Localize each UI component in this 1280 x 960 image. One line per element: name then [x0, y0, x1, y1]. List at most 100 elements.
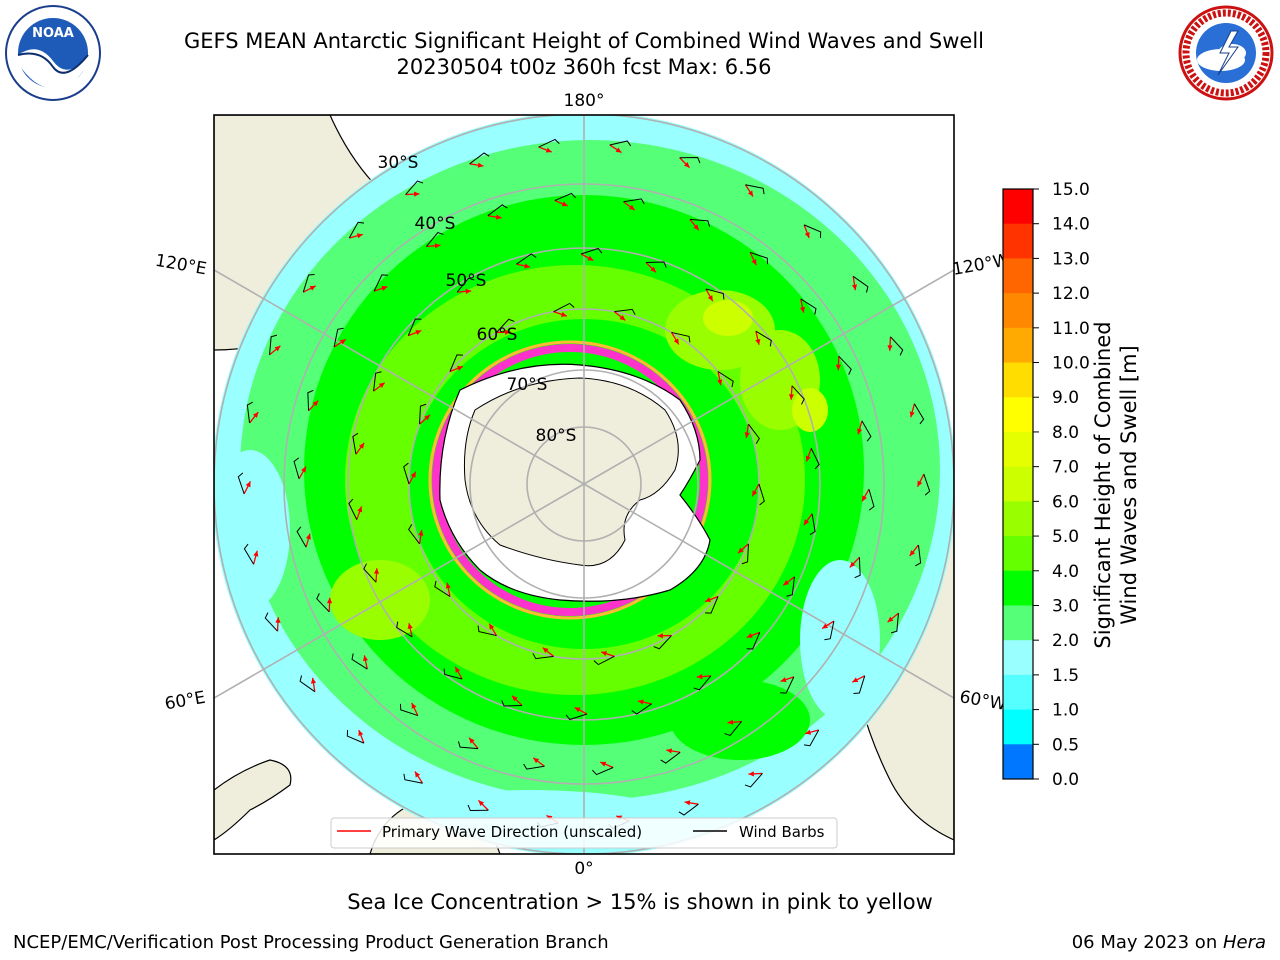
colorbar-tick-label: 14.0: [1052, 215, 1090, 235]
wind-barb: [631, 703, 652, 715]
svg-text:NOAA: NOAA: [32, 26, 74, 41]
colorbar-tick-label: 10.0: [1052, 354, 1090, 374]
wave-arrow-head: [600, 761, 607, 767]
wave-arrow-head: [339, 339, 346, 345]
wind-barb: [307, 389, 314, 411]
wind-barb: [496, 318, 515, 333]
wind-barb: [243, 543, 255, 565]
colorbar-tick-label: 4.0: [1052, 562, 1079, 582]
wind-barb: [269, 334, 278, 355]
wave-arrow-head: [650, 266, 656, 273]
wave-arrow-head: [696, 674, 703, 680]
wind-barb: [838, 355, 852, 375]
noaa-logo: NOAA: [5, 5, 101, 101]
wind-barb: [467, 804, 489, 812]
wind-barb: [299, 675, 316, 693]
wave-arrow-head: [414, 771, 421, 778]
lon-label-60w: 60°W: [958, 687, 1008, 715]
colorbar-swatch: [1003, 431, 1033, 468]
wind-barb: [403, 773, 423, 784]
wave-arrow-head: [615, 147, 622, 153]
wind-barb: [689, 218, 711, 227]
wave-arrow-head: [381, 285, 388, 291]
map-legend: Primary Wave Direction (unscaled) Wind B…: [330, 817, 838, 849]
wind-barb: [609, 140, 632, 147]
wind-barb: [296, 526, 307, 548]
wind-barb: [237, 472, 245, 494]
wind-barb: [532, 653, 554, 660]
wave-arrow-head: [305, 533, 311, 540]
wind-barb: [538, 138, 560, 148]
wind-barb: [671, 331, 691, 343]
wave-arrow-head: [822, 623, 829, 629]
wind-barb: [717, 371, 734, 388]
lat-label-30s: 30°S: [378, 153, 419, 173]
wave-arrow-head: [456, 365, 463, 371]
wind-barb: [396, 621, 413, 638]
footer-branch: NCEP/EMC/Verification Post Processing Pr…: [13, 932, 609, 953]
wave-arrow-head: [418, 530, 424, 536]
wave-arrow-head: [849, 561, 856, 568]
wave-arrow-head: [601, 651, 608, 657]
wave-arrow-head: [851, 284, 858, 291]
colorbar-swatch: [1003, 293, 1033, 329]
lon-label-120e: 120°E: [154, 251, 208, 280]
wave-arrow-head: [619, 314, 626, 321]
colorbar-swatch: [1003, 570, 1033, 606]
wave-arrow-head: [752, 490, 758, 497]
wave-arrow-head: [411, 702, 417, 709]
latitude-labels: 30°S 40°S 50°S 60°S 70°S 80°S: [378, 153, 577, 446]
wave-arrow-head: [717, 379, 723, 386]
antarctica: [439, 363, 711, 602]
wind-barb: [678, 803, 699, 816]
wave-arrow-head: [312, 400, 319, 407]
wave-arrow-head: [275, 617, 281, 623]
colorbar-label-line1: Significant Height of Combined: [1091, 321, 1115, 649]
colorbar-swatch: [1003, 362, 1033, 398]
wave-arrow-head: [358, 442, 365, 449]
wind-barb: [803, 224, 822, 238]
wave-arrow-head: [326, 597, 333, 604]
wave-arrow-head: [512, 695, 518, 702]
wave-arrow-head: [666, 748, 673, 754]
wind-barb: [653, 635, 672, 650]
wave-arrow-head: [673, 338, 679, 345]
wave-arrow-head: [755, 338, 761, 345]
wave-arrow-head: [524, 263, 531, 269]
lon-label-0: 0°: [574, 859, 593, 879]
map-title: GEFS MEAN Antarctic Significant Height o…: [183, 29, 985, 53]
wind-barb: [824, 620, 835, 641]
wave-arrow-head: [835, 364, 842, 371]
colorbar-swatch: [1003, 189, 1033, 225]
wave-arrow-head: [378, 382, 385, 388]
wave-arrow-head: [358, 730, 364, 737]
wave-arrow-head: [414, 191, 420, 197]
wind-barb: [744, 773, 763, 788]
colorbar-swatch: [1003, 327, 1033, 364]
wind-barb: [554, 192, 576, 201]
wind-barb: [913, 403, 925, 425]
wave-arrow-head: [804, 231, 810, 238]
wave-arrow-head: [477, 162, 484, 168]
wave-arrow-head: [744, 432, 750, 438]
wave-arrow-head: [356, 233, 363, 239]
lat-label-80s: 80°S: [536, 426, 577, 446]
wind-barb: [302, 274, 315, 293]
wave-arrow-head: [887, 616, 894, 623]
lon-label-180: 180°: [564, 91, 605, 111]
wind-barb: [348, 221, 365, 239]
wave-arrow-head: [545, 147, 552, 153]
colorbar-tick-label: 8.0: [1052, 423, 1079, 443]
lat-label-50s: 50°S: [446, 271, 487, 291]
colorbar-frame: [1002, 188, 1034, 780]
wind-barb: [800, 298, 817, 315]
wave-arrow-head: [310, 677, 317, 684]
sea-ice-note: Sea Ice Concentration > 15% is shown in …: [347, 890, 933, 914]
wind-barb: [758, 483, 765, 506]
wave-arrow-head: [301, 466, 306, 473]
wave-arrow-head: [909, 550, 916, 556]
colorbar-tick-label: 1.5: [1052, 666, 1079, 686]
wave-arrow-head: [803, 519, 810, 526]
wave-arrow-head: [684, 800, 691, 806]
wind-barb: [750, 251, 769, 265]
